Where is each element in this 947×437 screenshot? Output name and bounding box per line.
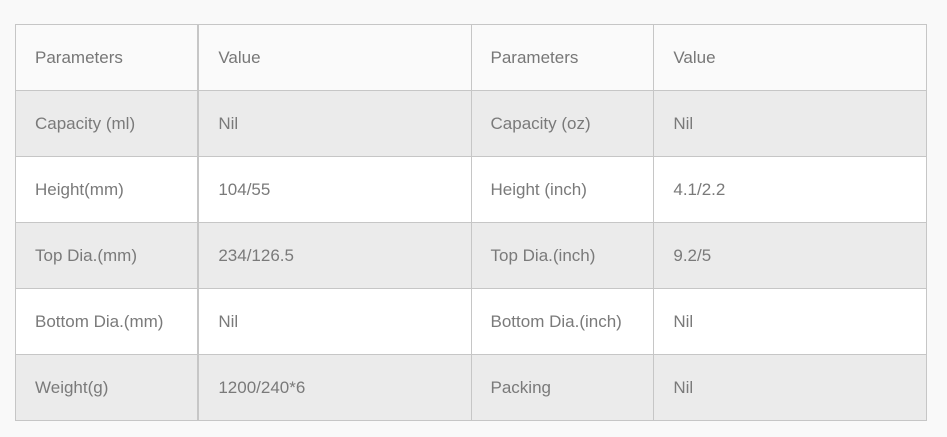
table-row: Height(mm) 104/55 Height (inch) 4.1/2.2	[15, 156, 927, 223]
parameter-cell: Top Dia.(mm)	[15, 222, 199, 289]
value-cell: 104/55	[197, 156, 472, 223]
value-cell: Nil	[653, 354, 927, 421]
parameter-cell: Bottom Dia.(inch)	[470, 288, 655, 355]
parameter-cell: Bottom Dia.(mm)	[15, 288, 199, 355]
parameter-cell: Weight(g)	[15, 354, 199, 421]
value-cell: Nil	[653, 90, 927, 157]
parameter-cell: Capacity (ml)	[15, 90, 199, 157]
table-row: Weight(g) 1200/240*6 Packing Nil	[15, 354, 927, 421]
value-cell: Nil	[653, 288, 927, 355]
table-row: Capacity (ml) Nil Capacity (oz) Nil	[15, 90, 927, 157]
value-cell: 4.1/2.2	[653, 156, 927, 223]
value-cell: 9.2/5	[653, 222, 927, 289]
value-cell: Nil	[197, 288, 472, 355]
specs-table: Parameters Value Parameters Value Capaci…	[15, 24, 927, 421]
value-cell: 1200/240*6	[197, 354, 472, 421]
parameter-cell: Capacity (oz)	[470, 90, 655, 157]
parameter-cell: Height (inch)	[470, 156, 655, 223]
header-row: Parameters Value Parameters Value	[15, 24, 927, 91]
parameter-cell: Height(mm)	[15, 156, 199, 223]
header-cell: Parameters	[470, 24, 655, 91]
value-cell: 234/126.5	[197, 222, 472, 289]
parameter-cell: Top Dia.(inch)	[470, 222, 655, 289]
table-row: Top Dia.(mm) 234/126.5 Top Dia.(inch) 9.2/5	[15, 222, 927, 289]
header-cell: Parameters	[15, 24, 199, 91]
value-cell: Nil	[197, 90, 472, 157]
table-row: Bottom Dia.(mm) Nil Bottom Dia.(inch) Nil	[15, 288, 927, 355]
header-cell: Value	[653, 24, 927, 91]
header-cell: Value	[197, 24, 472, 91]
parameter-cell: Packing	[470, 354, 655, 421]
